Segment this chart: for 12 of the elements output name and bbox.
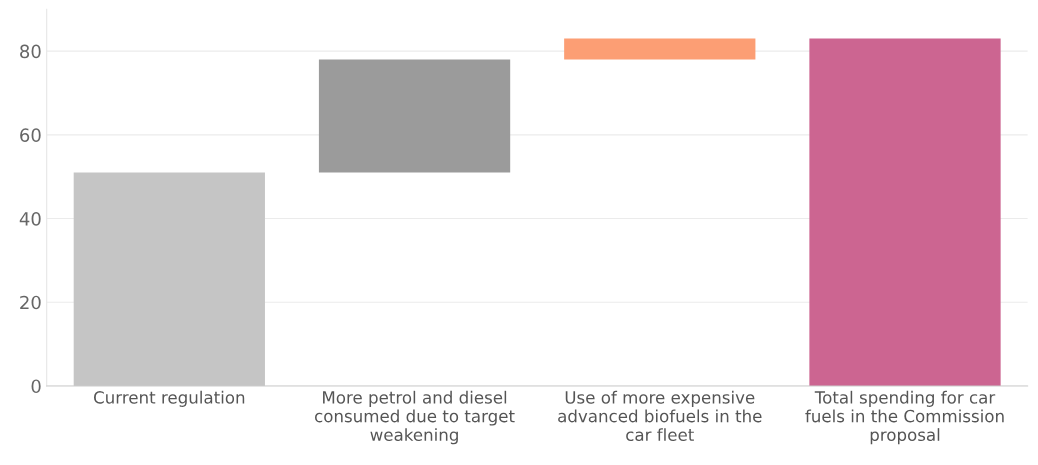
y-tick-label: 40 (19, 212, 41, 226)
y-tick-label: 60 (20, 128, 41, 142)
x-tick-label: Total spending for car fuels in the Commission proposal (805, 390, 1004, 445)
bar (809, 38, 1001, 386)
x-tick-label: Use of more expensive advanced biofuels in the car fleet (558, 390, 762, 442)
y-tick-label: 20 (20, 295, 41, 310)
bar (564, 38, 756, 60)
x-tick-label: More petrol and diesel consumed due to target weakening (315, 390, 515, 445)
x-tick-label: Current regulation (93, 390, 245, 407)
y-tick-label: 80 (20, 44, 41, 59)
y-tick-label: 0 (31, 379, 41, 394)
bar (318, 59, 511, 173)
